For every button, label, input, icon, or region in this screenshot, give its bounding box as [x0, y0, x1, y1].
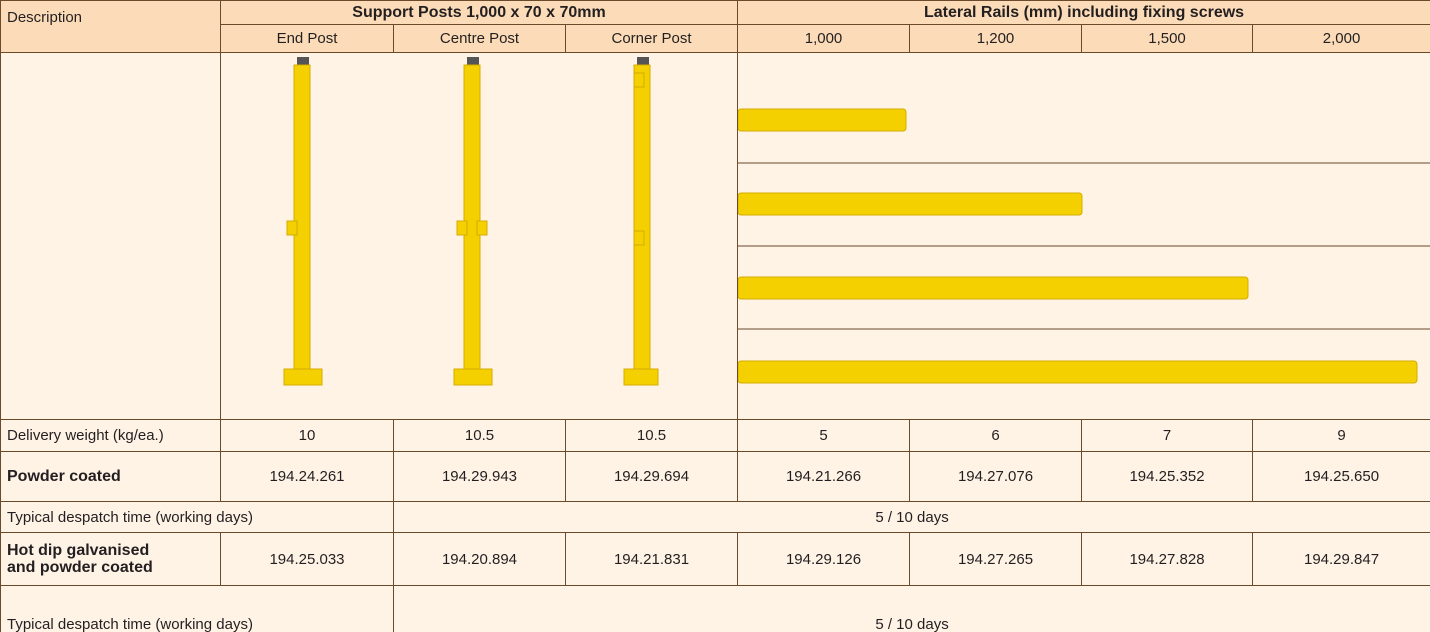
empty-cell — [1, 53, 221, 420]
group-header: Support Posts 1,000 x 70 x 70mm — [221, 1, 738, 25]
cell: 5 — [738, 420, 910, 452]
cell: 194.25.352 — [1082, 452, 1253, 502]
column-header: 1,000 — [738, 25, 910, 53]
cell: 10 — [221, 420, 394, 452]
cell: 194.25.650 — [1253, 452, 1430, 502]
cell: 9 — [1253, 420, 1430, 452]
column-header: Corner Post — [566, 25, 738, 53]
cell: 194.29.694 — [566, 452, 738, 502]
row-label: Typical despatch time (working days) — [1, 586, 394, 632]
cell: 194.25.033 — [221, 533, 394, 586]
cell: 194.27.828 — [1082, 533, 1253, 586]
row-label: Typical despatch time (working days) — [1, 502, 394, 533]
row-label: Hot dip galvanised and powder coated — [1, 533, 221, 586]
column-header: 1,500 — [1082, 25, 1253, 53]
row: Typical despatch time (working days)5 / … — [1, 502, 1430, 533]
posts-image — [221, 53, 738, 420]
cell: 194.27.265 — [910, 533, 1082, 586]
cell: 6 — [910, 420, 1082, 452]
header-row: Description Support Posts 1,000 x 70 x 7… — [1, 1, 1430, 25]
rails-image — [738, 53, 1430, 420]
cell: 194.29.943 — [394, 452, 566, 502]
cell: 10.5 — [566, 420, 738, 452]
cell: 10.5 — [394, 420, 566, 452]
cell: 7 — [1082, 420, 1253, 452]
cell: 194.29.126 — [738, 533, 910, 586]
cell: 5 / 10 days — [394, 586, 1430, 632]
cell: 5 / 10 days — [394, 502, 1430, 533]
cell: 194.21.266 — [738, 452, 910, 502]
page: Description Support Posts 1,000 x 70 x 7… — [0, 0, 1430, 632]
rails-drawing — [738, 53, 1430, 415]
column-header: Centre Post — [394, 25, 566, 53]
row: Hot dip galvanised and powder coated 194.… — [1, 533, 1430, 586]
product-table: Description Support Posts 1,000 x 70 x 7… — [0, 0, 1430, 632]
row: Typical despatch time (working days)5 / … — [1, 586, 1430, 632]
row-label: Delivery weight (kg/ea.) — [1, 420, 221, 452]
cell: 194.29.847 — [1253, 533, 1430, 586]
cell: 194.27.076 — [910, 452, 1082, 502]
column-header: 1,200 — [910, 25, 1082, 53]
column-header: End Post — [221, 25, 394, 53]
cell: 194.24.261 — [221, 452, 394, 502]
group-header: Lateral Rails (mm) including fixing scre… — [738, 1, 1430, 25]
row-label: Powder coated — [1, 452, 221, 502]
description-header: Description — [1, 1, 221, 53]
row-label-text: Hot dip galvanised and powder coated — [7, 542, 172, 576]
cell: 194.20.894 — [394, 533, 566, 586]
cell: 194.21.831 — [566, 533, 738, 586]
posts-drawing — [221, 53, 738, 415]
column-header: 2,000 — [1253, 25, 1430, 53]
image-row — [1, 53, 1430, 420]
